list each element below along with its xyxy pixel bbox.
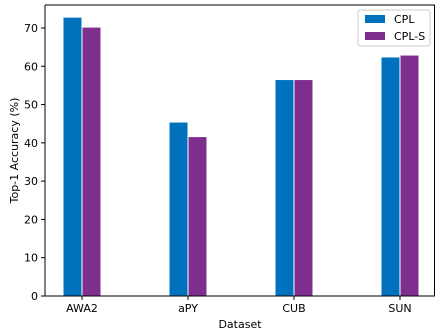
bar-cpl-s-awa2 [82, 27, 101, 296]
legend-swatch-cpl-s [365, 32, 385, 40]
y-axis-title: Top-1 Accuracy (%) [8, 98, 21, 205]
bar-cpl-awa2 [63, 17, 82, 296]
bar-cpl-s-cub [294, 80, 313, 297]
y-tick-label: 70 [24, 22, 38, 35]
bar-cpl-cub [275, 80, 294, 297]
legend-label-cpl-s: CPL-S [394, 30, 425, 43]
x-tick-label: aPY [178, 302, 198, 315]
bar-cpl-s-sun [400, 55, 419, 296]
y-tick-label: 0 [31, 290, 38, 303]
bar-cpl-apy [169, 122, 188, 297]
bar-cpl-sun [381, 57, 400, 297]
y-tick-label: 10 [24, 252, 38, 265]
x-tick-label: CUB [282, 302, 305, 315]
y-tick-label: 20 [24, 213, 38, 226]
x-tick-label: SUN [388, 302, 411, 315]
legend-label-cpl: CPL [394, 13, 415, 26]
ticks-group: 0 10 20 30 40 50 60 70 AWA2 aPY CUB SUN [24, 22, 412, 315]
x-tick-label: AWA2 [66, 302, 98, 315]
axes-group [44, 4, 435, 297]
y-tick-label: 50 [24, 99, 38, 112]
y-tick-label: 40 [24, 137, 38, 150]
x-axis-title: Dataset [218, 318, 262, 331]
bar-cpl-s-apy [188, 137, 207, 296]
bars-group [63, 17, 419, 297]
y-tick-label: 60 [24, 60, 38, 73]
legend-swatch-cpl [365, 15, 385, 23]
y-tick-label: 30 [24, 175, 38, 188]
legend: CPL CPL-S [357, 9, 431, 47]
